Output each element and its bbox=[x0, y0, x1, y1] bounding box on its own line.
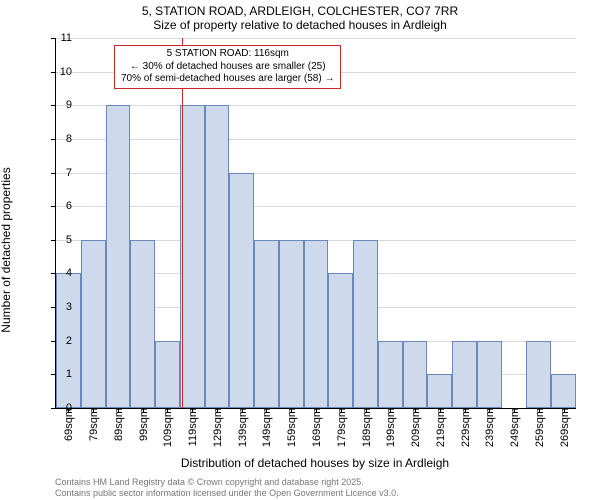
y-tick-label: 10 bbox=[47, 66, 72, 78]
histogram-bar bbox=[378, 341, 403, 408]
annotation-line1: 5 STATION ROAD: 116sqm bbox=[121, 48, 334, 61]
histogram-bar bbox=[130, 240, 155, 408]
histogram-bar bbox=[106, 105, 131, 408]
y-tick-label: 0 bbox=[47, 402, 72, 414]
attribution-line2: Contains public sector information licen… bbox=[55, 488, 594, 498]
histogram-bar bbox=[353, 240, 378, 408]
x-tick-label: 209sqm bbox=[408, 408, 422, 447]
gridline bbox=[56, 173, 576, 174]
histogram-bar bbox=[477, 341, 502, 408]
x-tick-label: 129sqm bbox=[210, 408, 224, 447]
x-axis-label: Distribution of detached houses by size … bbox=[55, 456, 575, 470]
attribution-line1: Contains HM Land Registry data © Crown c… bbox=[55, 477, 594, 487]
chart-container: 5, STATION ROAD, ARDLEIGH, COLCHESTER, C… bbox=[0, 0, 600, 500]
annotation-line3: 70% of semi-detached houses are larger (… bbox=[121, 73, 334, 86]
x-tick-label: 249sqm bbox=[507, 408, 521, 447]
x-tick-label: 239sqm bbox=[482, 408, 496, 447]
histogram-bar bbox=[155, 341, 180, 408]
histogram-bar bbox=[304, 240, 329, 408]
x-tick-label: 79sqm bbox=[86, 408, 100, 441]
x-tick-label: 229sqm bbox=[458, 408, 472, 447]
y-axis-label: Number of detached properties bbox=[0, 85, 13, 250]
x-tick-label: 199sqm bbox=[383, 408, 397, 447]
histogram-bar bbox=[328, 273, 353, 408]
histogram-bar bbox=[526, 341, 551, 408]
histogram-bar bbox=[254, 240, 279, 408]
x-tick-label: 189sqm bbox=[359, 408, 373, 447]
chart-attribution: Contains HM Land Registry data © Crown c… bbox=[55, 477, 594, 498]
histogram-bar bbox=[229, 173, 254, 408]
x-tick-label: 149sqm bbox=[259, 408, 273, 447]
gridline bbox=[56, 139, 576, 140]
gridline bbox=[56, 38, 576, 39]
histogram-bar bbox=[81, 240, 106, 408]
y-tick-label: 9 bbox=[47, 99, 72, 111]
y-tick-label: 2 bbox=[47, 335, 72, 347]
histogram-bar bbox=[452, 341, 477, 408]
y-tick-label: 8 bbox=[47, 133, 72, 145]
x-tick-label: 179sqm bbox=[334, 408, 348, 447]
histogram-bar bbox=[180, 105, 205, 408]
histogram-bar bbox=[205, 105, 230, 408]
annotation-line2: ← 30% of detached houses are smaller (25… bbox=[121, 61, 334, 74]
chart-title-line1: 5, STATION ROAD, ARDLEIGH, COLCHESTER, C… bbox=[0, 4, 600, 18]
chart-title-line2: Size of property relative to detached ho… bbox=[0, 18, 600, 32]
x-tick-label: 119sqm bbox=[185, 408, 199, 446]
x-tick-label: 269sqm bbox=[557, 408, 571, 447]
x-tick-label: 259sqm bbox=[532, 408, 546, 447]
plot-area: 69sqm79sqm89sqm99sqm109sqm119sqm129sqm13… bbox=[55, 38, 576, 409]
y-tick-label: 5 bbox=[47, 234, 72, 246]
gridline bbox=[56, 206, 576, 207]
x-tick-label: 89sqm bbox=[111, 408, 125, 441]
histogram-bar bbox=[427, 374, 452, 408]
x-tick-label: 159sqm bbox=[284, 408, 298, 447]
x-tick-label: 109sqm bbox=[160, 408, 174, 447]
y-tick-label: 3 bbox=[47, 301, 72, 313]
x-tick-label: 99sqm bbox=[136, 408, 150, 441]
y-tick-label: 6 bbox=[47, 200, 72, 212]
x-tick-label: 219sqm bbox=[433, 408, 447, 447]
y-tick-label: 7 bbox=[47, 167, 72, 179]
y-tick-label: 11 bbox=[47, 32, 72, 44]
chart-title-block: 5, STATION ROAD, ARDLEIGH, COLCHESTER, C… bbox=[0, 0, 600, 33]
annotation-box: 5 STATION ROAD: 116sqm← 30% of detached … bbox=[114, 45, 341, 89]
histogram-bar bbox=[403, 341, 428, 408]
histogram-bar bbox=[279, 240, 304, 408]
x-tick-label: 169sqm bbox=[309, 408, 323, 447]
marker-line bbox=[182, 38, 183, 408]
y-tick-label: 1 bbox=[47, 368, 72, 380]
x-tick-label: 139sqm bbox=[235, 408, 249, 447]
y-tick-label: 4 bbox=[47, 267, 72, 279]
histogram-bar bbox=[551, 374, 576, 408]
gridline bbox=[56, 105, 576, 106]
